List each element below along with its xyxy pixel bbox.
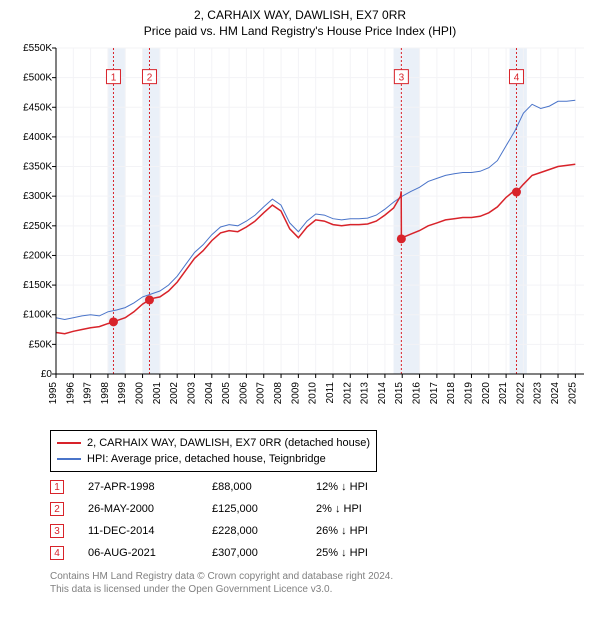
svg-text:2022: 2022	[515, 382, 526, 405]
legend-item-1: 2, CARHAIX WAY, DAWLISH, EX7 0RR (detach…	[57, 435, 370, 451]
svg-text:2012: 2012	[342, 382, 353, 405]
row-diff: 26% ↓ HPI	[316, 525, 426, 537]
row-diff: 25% ↓ HPI	[316, 547, 426, 559]
svg-text:£0: £0	[41, 369, 53, 380]
svg-text:1998: 1998	[100, 382, 111, 405]
svg-text:1995: 1995	[48, 382, 59, 405]
row-price: £125,000	[212, 503, 292, 515]
svg-text:£300K: £300K	[23, 191, 52, 202]
svg-text:2005: 2005	[221, 382, 232, 405]
svg-text:2023: 2023	[533, 382, 544, 405]
row-diff: 12% ↓ HPI	[316, 481, 426, 493]
svg-text:2016: 2016	[412, 382, 423, 405]
row-marker-3: 3	[50, 524, 64, 538]
line-chart: £0 £50K £100K £150K £200K £250K £300K £350K £400…	[10, 44, 590, 424]
svg-text:£350K: £350K	[23, 162, 52, 173]
legend-label-2: HPI: Average price, detached house, Teig…	[87, 453, 326, 465]
svg-text:£150K: £150K	[23, 280, 52, 291]
svg-text:£400K: £400K	[23, 132, 52, 143]
svg-text:3: 3	[399, 73, 405, 84]
row-date: 26-MAY-2000	[88, 503, 188, 515]
svg-text:£50K: £50K	[29, 339, 53, 350]
svg-text:2009: 2009	[290, 382, 301, 405]
svg-text:2: 2	[147, 73, 153, 84]
row-date: 27-APR-1998	[88, 481, 188, 493]
svg-text:2002: 2002	[169, 382, 180, 405]
svg-text:2020: 2020	[481, 382, 492, 405]
svg-text:2013: 2013	[360, 382, 371, 405]
table-row: 1 27-APR-1998 £88,000 12% ↓ HPI	[50, 476, 590, 498]
svg-text:1996: 1996	[65, 382, 76, 405]
svg-text:£250K: £250K	[23, 221, 52, 232]
row-price: £88,000	[212, 481, 292, 493]
row-date: 06-AUG-2021	[88, 547, 188, 559]
svg-text:1997: 1997	[83, 382, 94, 405]
svg-text:2007: 2007	[256, 382, 267, 405]
svg-text:2003: 2003	[186, 382, 197, 405]
svg-text:2000: 2000	[135, 382, 146, 405]
legend-line-red	[57, 442, 81, 444]
footer-line-2: This data is licensed under the Open Gov…	[50, 583, 590, 596]
svg-text:2011: 2011	[325, 382, 336, 404]
row-price: £228,000	[212, 525, 292, 537]
svg-text:4: 4	[514, 73, 520, 84]
row-date: 11-DEC-2014	[88, 525, 188, 537]
footer-attribution: Contains HM Land Registry data © Crown c…	[50, 570, 590, 596]
svg-text:1999: 1999	[117, 382, 128, 405]
svg-text:2018: 2018	[446, 382, 457, 405]
svg-text:2015: 2015	[394, 382, 405, 405]
svg-text:1: 1	[111, 73, 117, 84]
table-row: 2 26-MAY-2000 £125,000 2% ↓ HPI	[50, 498, 590, 520]
svg-text:2010: 2010	[308, 382, 319, 405]
svg-text:2008: 2008	[273, 382, 284, 405]
legend: 2, CARHAIX WAY, DAWLISH, EX7 0RR (detach…	[50, 430, 377, 472]
row-diff: 2% ↓ HPI	[316, 503, 426, 515]
footer-line-1: Contains HM Land Registry data © Crown c…	[50, 570, 590, 583]
svg-text:2004: 2004	[204, 382, 215, 405]
svg-text:2014: 2014	[377, 382, 388, 405]
svg-text:£450K: £450K	[23, 102, 52, 113]
svg-text:£500K: £500K	[23, 73, 52, 84]
table-row: 4 06-AUG-2021 £307,000 25% ↓ HPI	[50, 542, 590, 564]
svg-text:2021: 2021	[498, 382, 509, 405]
sales-table: 1 27-APR-1998 £88,000 12% ↓ HPI 2 26-MAY…	[50, 476, 590, 564]
svg-text:2006: 2006	[238, 382, 249, 405]
svg-text:£100K: £100K	[23, 310, 52, 321]
row-price: £307,000	[212, 547, 292, 559]
svg-text:2017: 2017	[429, 382, 440, 405]
svg-text:2025: 2025	[567, 382, 578, 405]
table-row: 3 11-DEC-2014 £228,000 26% ↓ HPI	[50, 520, 590, 542]
chart-area: £0 £50K £100K £150K £200K £250K £300K £350K £400…	[10, 44, 590, 424]
chart-subtitle: Price paid vs. HM Land Registry's House …	[10, 24, 590, 38]
row-marker-1: 1	[50, 480, 64, 494]
row-marker-4: 4	[50, 546, 64, 560]
legend-item-2: HPI: Average price, detached house, Teig…	[57, 451, 370, 467]
legend-label-1: 2, CARHAIX WAY, DAWLISH, EX7 0RR (detach…	[87, 437, 370, 449]
svg-text:£550K: £550K	[23, 44, 52, 54]
svg-text:£200K: £200K	[23, 250, 52, 261]
svg-text:2024: 2024	[550, 382, 561, 405]
legend-line-blue	[57, 458, 81, 460]
row-marker-2: 2	[50, 502, 64, 516]
chart-title: 2, CARHAIX WAY, DAWLISH, EX7 0RR	[10, 8, 590, 22]
svg-text:2019: 2019	[463, 382, 474, 405]
svg-text:2001: 2001	[152, 382, 163, 405]
